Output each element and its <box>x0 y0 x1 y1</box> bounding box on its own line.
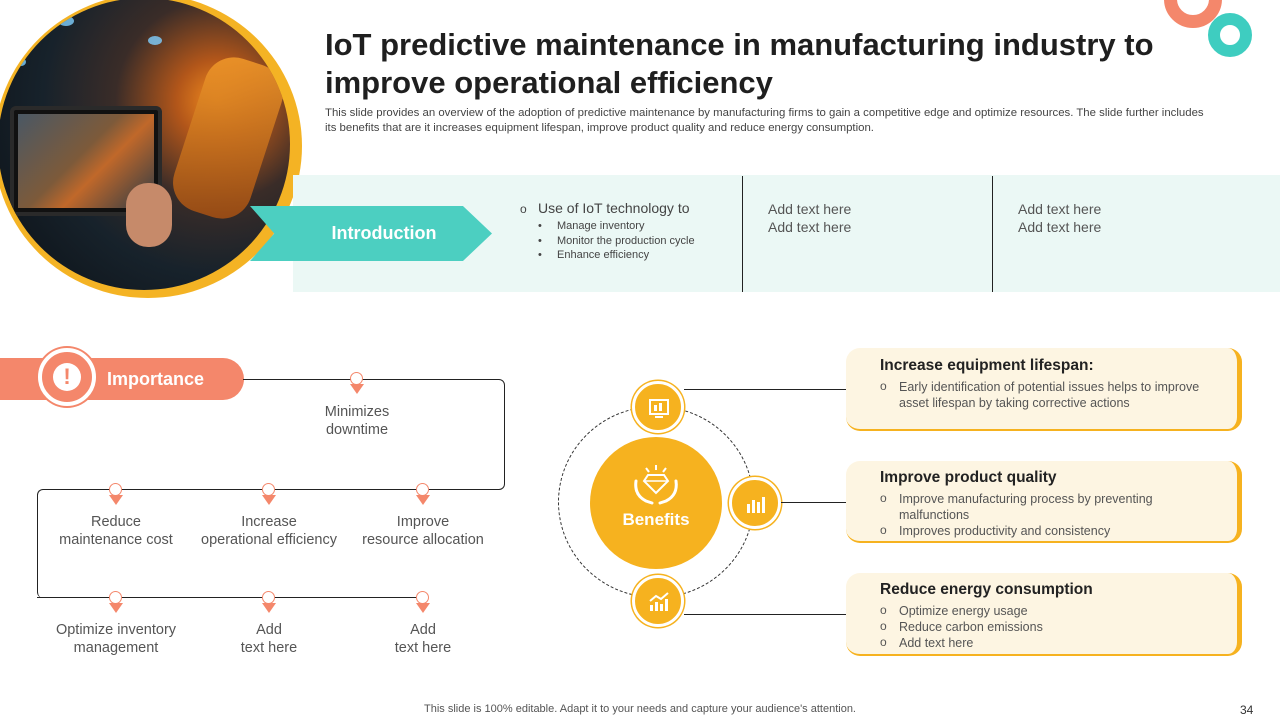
benefits-hub <box>590 437 722 569</box>
connector-line <box>684 389 846 390</box>
list-item: Add text here <box>880 634 1221 651</box>
benefit-badge-lifespan <box>632 381 684 433</box>
importance-item-minimizes-downtime: Minimizes downtime <box>324 404 390 438</box>
list-item: Early identification of potential issues… <box>880 378 1221 411</box>
list-item: Improves productivity and consistency <box>880 522 1221 539</box>
benefit-card-energy: Reduce energy consumption Optimize energ… <box>846 573 1242 656</box>
factory-photo <box>0 0 302 298</box>
introduction-chevron <box>250 206 492 261</box>
list-item: Reduce carbon emissions <box>880 618 1221 635</box>
card-title: Improve product quality <box>880 469 1057 486</box>
flow-marker <box>350 372 364 394</box>
flow-connector <box>37 597 427 598</box>
list-item: Enhance efficiency <box>538 248 735 263</box>
flow-marker <box>262 591 276 613</box>
importance-item-add-text: Add text here <box>240 622 298 656</box>
importance-item-increase-efficiency: Increase operational efficiency <box>201 514 337 548</box>
importance-item-reduce-cost: Reduce maintenance cost <box>59 514 173 548</box>
introduction-lead: Use of IoT technology to <box>520 200 735 216</box>
page-subtitle: This slide provides an overview of the a… <box>325 107 1204 134</box>
flow-marker <box>416 591 430 613</box>
hands-diamond-icon <box>634 465 678 505</box>
intro-column-3: Add text here Add text here <box>1018 200 1101 236</box>
list-item: Optimize energy usage <box>880 602 1221 619</box>
list-item: Improve manufacturing process by prevent… <box>880 490 1221 523</box>
growth-chart-icon <box>649 592 669 611</box>
divider <box>742 176 743 292</box>
benefit-badge-energy <box>632 575 684 627</box>
importance-item-improve-allocation: Improve resource allocation <box>362 514 484 548</box>
benefit-card-lifespan: Increase equipment lifespan: Early ident… <box>846 348 1242 431</box>
card-title: Reduce energy consumption <box>880 581 1093 598</box>
introduction-label: Introduction <box>331 223 437 243</box>
page-title: IoT predictive maintenance in manufactur… <box>325 27 1154 100</box>
flow-marker <box>109 591 123 613</box>
benefits-label: Benefits <box>622 510 690 529</box>
placeholder-text: Add text here <box>768 219 852 235</box>
list-item: Monitor the production cycle <box>538 234 735 249</box>
intro-column-2: Add text here Add text here <box>768 200 851 236</box>
benefit-card-quality: Improve product quality Improve manufact… <box>846 461 1242 543</box>
page-number: 34 <box>1240 703 1254 717</box>
introduction-details: Use of IoT technology to Manage inventor… <box>520 200 735 263</box>
benefit-badge-quality <box>729 477 781 529</box>
importance-label: Importance <box>107 369 205 389</box>
flow-marker <box>416 483 430 505</box>
connector-line <box>781 502 846 503</box>
importance-badge: ! <box>38 348 96 406</box>
divider <box>992 176 993 292</box>
machine-chart-icon <box>649 399 669 418</box>
placeholder-text: Add text here <box>768 201 852 217</box>
exclamation-icon: ! <box>53 363 81 391</box>
flow-marker <box>109 483 123 505</box>
placeholder-text: Add text here <box>1018 219 1102 235</box>
importance-item-add-text: Add text here <box>394 622 452 656</box>
importance-item-optimize-inventory: Optimize inventory management <box>55 622 177 656</box>
bar-chart-icon <box>747 497 765 513</box>
card-title: Increase equipment lifespan: <box>880 357 1094 374</box>
list-item: Manage inventory <box>538 219 735 234</box>
decorative-ring-teal <box>1208 13 1252 57</box>
connector-line <box>684 614 846 615</box>
flow-connector <box>37 489 427 598</box>
footer-note: This slide is 100% editable. Adapt it to… <box>424 703 856 715</box>
placeholder-text: Add text here <box>1018 201 1102 217</box>
flow-marker <box>262 483 276 505</box>
introduction-bullets: Manage inventory Monitor the production … <box>538 219 735 263</box>
